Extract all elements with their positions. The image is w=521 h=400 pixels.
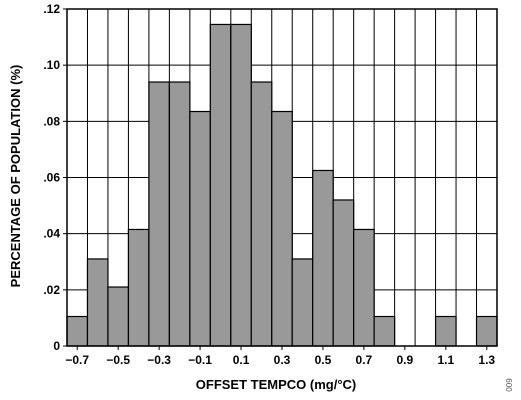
y-tick-label: .10: [43, 58, 60, 72]
x-tick-label: 1.3: [478, 353, 495, 367]
histogram-bar: [250, 81, 273, 347]
histogram-bar: [434, 315, 457, 347]
histogram-bar: [66, 315, 89, 347]
x-tick-label: 0.1: [233, 353, 250, 367]
x-tick-label: −0.7: [65, 353, 89, 367]
x-tick-label: −0.1: [188, 353, 212, 367]
histogram-bar: [373, 315, 396, 347]
y-tick-label: .06: [43, 171, 60, 185]
x-tick-label: 0.5: [315, 353, 332, 367]
histogram-bar: [209, 23, 232, 347]
y-tick-label: .08: [43, 114, 60, 128]
histogram-bar: [271, 110, 293, 347]
histogram-bar: [168, 81, 191, 347]
histogram-bar: [475, 315, 498, 347]
x-tick-label: 0.7: [356, 353, 373, 367]
y-tick-label: .04: [43, 227, 60, 241]
x-tick-label: 0.3: [274, 353, 291, 367]
histogram-bar: [189, 110, 211, 347]
figure-id: 009: [505, 378, 514, 392]
histogram-bar: [332, 199, 355, 347]
x-tick-label: −0.5: [106, 353, 130, 367]
x-axis-title: OFFSET TEMPCO (mg/°C): [196, 377, 356, 392]
histogram-bar: [86, 258, 109, 347]
y-axis-ticks: 0 .02 .04 .06 .08 .10 .12: [43, 2, 67, 353]
y-tick-label: .02: [43, 283, 60, 297]
histogram-bar: [230, 23, 252, 347]
histogram-bars: [66, 23, 498, 347]
histogram-bar: [127, 228, 150, 347]
y-axis-title: PERCENTAGE OF POPULATION (%): [8, 65, 23, 288]
histogram-bar: [312, 169, 334, 347]
x-tick-label: −0.3: [147, 353, 171, 367]
histogram-bar: [107, 286, 130, 347]
x-tick-label: 0.9: [397, 353, 414, 367]
histogram-bar: [148, 81, 170, 347]
histogram-bar: [353, 228, 375, 347]
histogram-bar: [291, 258, 314, 347]
x-axis-ticks: −0.7 −0.5 −0.3 −0.1 0.1 0.3 0.5 0.7 0.9 1.1 1.3: [65, 346, 495, 367]
x-tick-label: 1.1: [437, 353, 454, 367]
y-tick-label: 0: [53, 339, 60, 353]
y-tick-label: .12: [43, 2, 60, 16]
